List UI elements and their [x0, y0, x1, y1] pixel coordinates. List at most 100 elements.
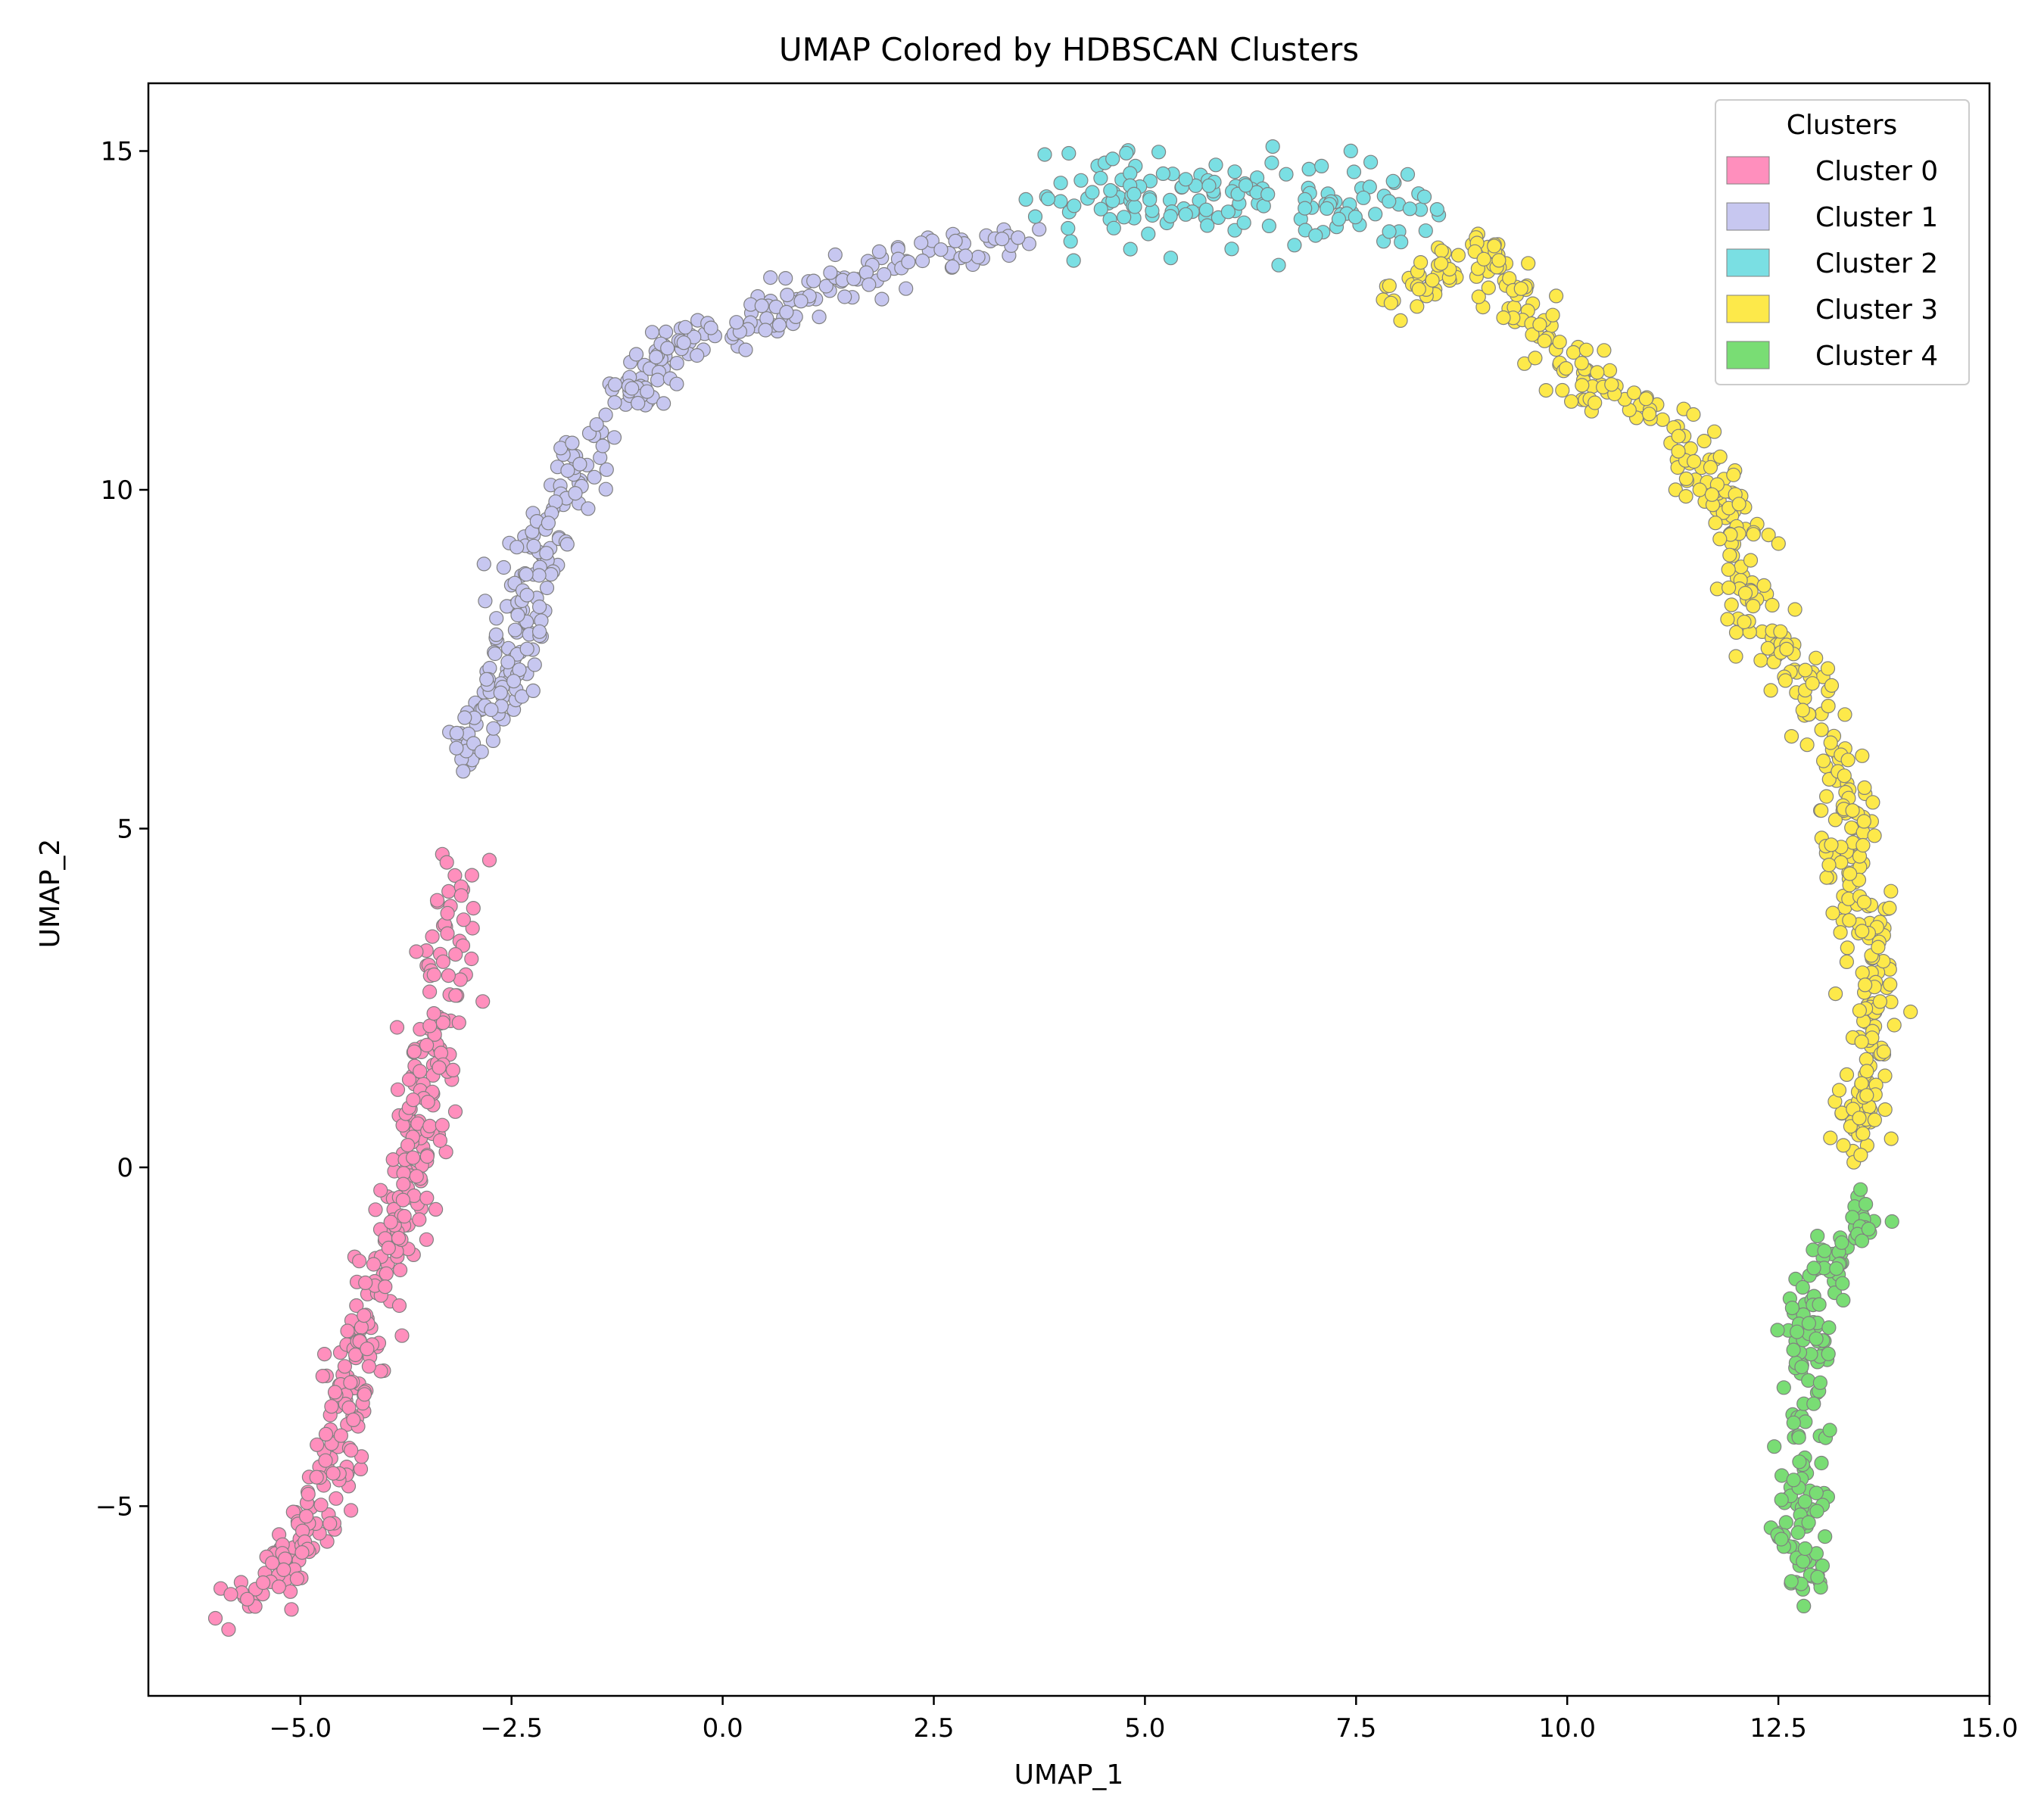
data-point — [1786, 1415, 1801, 1430]
data-point — [1279, 167, 1294, 182]
data-point — [678, 319, 693, 335]
data-point — [1821, 857, 1837, 873]
data-point — [389, 1020, 405, 1035]
data-point — [456, 764, 471, 779]
data-point — [1760, 640, 1775, 656]
series-cluster-1 — [441, 222, 1047, 779]
data-point — [899, 281, 914, 296]
data-point — [1773, 624, 1788, 639]
data-point — [1126, 186, 1142, 201]
data-point — [793, 294, 809, 309]
data-point — [649, 350, 664, 365]
data-point — [1402, 201, 1418, 217]
y-tick-label: −5 — [95, 1491, 133, 1522]
data-point — [1778, 1515, 1793, 1530]
data-point — [1224, 242, 1239, 257]
data-point — [392, 1262, 408, 1278]
data-point — [541, 516, 556, 531]
data-point — [484, 702, 499, 718]
data-point — [1178, 207, 1193, 222]
data-point — [1552, 335, 1567, 350]
data-point — [1840, 940, 1855, 955]
data-point — [1208, 157, 1223, 173]
chart-title: UMAP Colored by HDBSCAN Clusters — [779, 31, 1359, 68]
data-point — [396, 1177, 411, 1192]
data-point — [1555, 382, 1570, 398]
data-point — [1362, 179, 1377, 195]
data-point — [1704, 487, 1719, 502]
data-point — [1163, 251, 1179, 266]
data-point — [353, 1461, 369, 1477]
data-point — [1824, 837, 1839, 852]
data-point — [440, 905, 455, 921]
data-point — [1271, 257, 1286, 273]
data-point — [479, 672, 494, 687]
data-point — [1346, 164, 1362, 179]
data-point — [1821, 1346, 1836, 1361]
data-point — [812, 310, 827, 325]
data-point — [1774, 1492, 1789, 1507]
data-point — [1823, 1130, 1838, 1145]
data-point — [1843, 866, 1858, 881]
data-point — [1433, 256, 1449, 271]
data-point — [1816, 753, 1831, 768]
data-point — [779, 304, 794, 319]
y-tick-label: 0 — [117, 1153, 133, 1183]
data-point — [846, 271, 862, 286]
data-point — [409, 1169, 424, 1184]
data-point — [1037, 147, 1052, 162]
data-point — [322, 1516, 338, 1532]
data-point — [1588, 395, 1603, 410]
data-point — [1722, 547, 1737, 563]
data-point — [818, 279, 833, 294]
data-point — [738, 342, 753, 357]
data-point — [1805, 676, 1820, 691]
data-point — [1761, 527, 1776, 543]
data-point — [1883, 977, 1898, 992]
data-point — [526, 538, 541, 553]
data-point — [758, 323, 773, 338]
data-point — [457, 710, 472, 725]
data-point — [1774, 1532, 1789, 1547]
data-point — [527, 657, 542, 672]
data-point — [519, 641, 534, 656]
data-point — [1819, 870, 1834, 885]
data-point — [599, 462, 614, 477]
data-point — [1877, 1102, 1893, 1117]
data-point — [1790, 1525, 1806, 1541]
data-point — [381, 1240, 396, 1256]
data-point — [240, 1591, 255, 1607]
data-point — [318, 1453, 333, 1468]
data-point — [419, 1037, 435, 1053]
data-point — [1602, 363, 1618, 378]
data-point — [1151, 145, 1167, 160]
data-point — [1707, 424, 1722, 439]
x-tick-label: 7.5 — [1335, 1713, 1376, 1744]
data-point — [729, 315, 744, 330]
data-point — [466, 900, 481, 916]
data-point — [368, 1202, 383, 1217]
data-point — [419, 1232, 435, 1247]
data-point — [407, 1044, 422, 1059]
data-point — [544, 566, 559, 582]
data-point — [628, 347, 644, 362]
data-point — [464, 868, 480, 883]
data-point — [1394, 235, 1409, 250]
data-point — [559, 537, 575, 552]
series-cluster-0 — [207, 846, 497, 1637]
data-point — [509, 540, 525, 555]
x-tick-label: 2.5 — [913, 1713, 954, 1744]
data-point — [1831, 1083, 1847, 1098]
x-tick-label: 5.0 — [1124, 1713, 1165, 1744]
data-point — [525, 683, 541, 699]
data-point — [1833, 924, 1848, 940]
data-point — [771, 317, 787, 332]
data-point — [474, 744, 489, 759]
data-point — [449, 725, 464, 741]
data-point — [1416, 189, 1432, 204]
data-point — [409, 944, 424, 959]
data-point — [1564, 394, 1579, 409]
data-point — [1801, 1373, 1816, 1388]
data-point — [441, 884, 456, 899]
